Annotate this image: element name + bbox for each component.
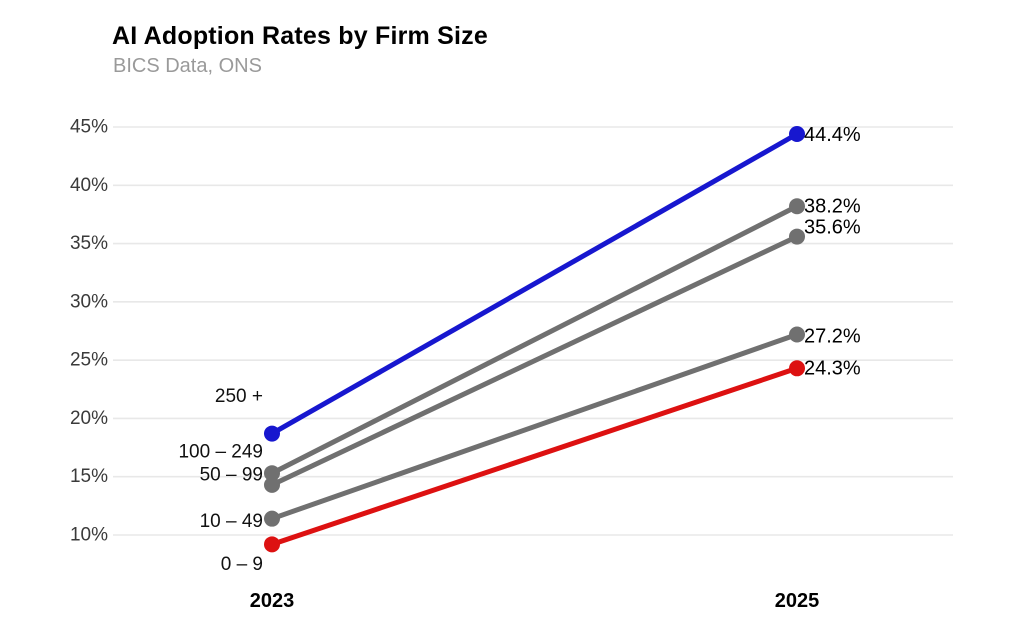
series-line [270, 131, 799, 436]
series-line [271, 332, 798, 522]
series-value-label: 44.4% [804, 124, 861, 146]
series-point-start [264, 510, 280, 527]
series-point-end [789, 360, 805, 377]
chart-title: AI Adoption Rates by Firm Size [112, 22, 488, 50]
series-point-start [264, 476, 280, 493]
series-point-end [789, 125, 805, 142]
series-value-label: 35.6% [804, 217, 861, 239]
y-tick-label: 35% [70, 233, 108, 254]
series-name-label: 10 – 49 [200, 511, 263, 532]
series-name-label: 250 + [215, 386, 263, 407]
series-point-start [264, 536, 280, 553]
x-tick-label: 2025 [775, 590, 820, 612]
y-tick-label: 20% [70, 408, 108, 429]
y-tick-label: 25% [70, 350, 108, 371]
series-point-start [264, 465, 280, 482]
y-tick-label: 40% [70, 175, 108, 196]
series-name-label: 0 – 9 [221, 554, 263, 575]
series-value-label: 27.2% [804, 325, 861, 347]
series-name-label: 100 – 249 [178, 442, 263, 463]
series-point-start [264, 425, 280, 442]
series-point-end [789, 326, 805, 343]
series-value-label: 38.2% [804, 195, 861, 217]
y-tick-label: 15% [70, 466, 108, 487]
series-line [270, 234, 799, 488]
y-tick-label: 30% [70, 291, 108, 312]
series-line [271, 365, 798, 547]
x-tick-label: 2023 [250, 590, 295, 612]
y-tick-label: 45% [70, 117, 108, 138]
chart-subtitle: BICS Data, ONS [113, 55, 262, 77]
series-value-label: 24.3% [804, 357, 861, 379]
y-tick-label: 10% [70, 525, 108, 546]
series-name-label: 50 – 99 [200, 464, 263, 485]
series-line [270, 204, 799, 476]
series-point-end [789, 198, 805, 215]
series-point-end [789, 228, 805, 245]
